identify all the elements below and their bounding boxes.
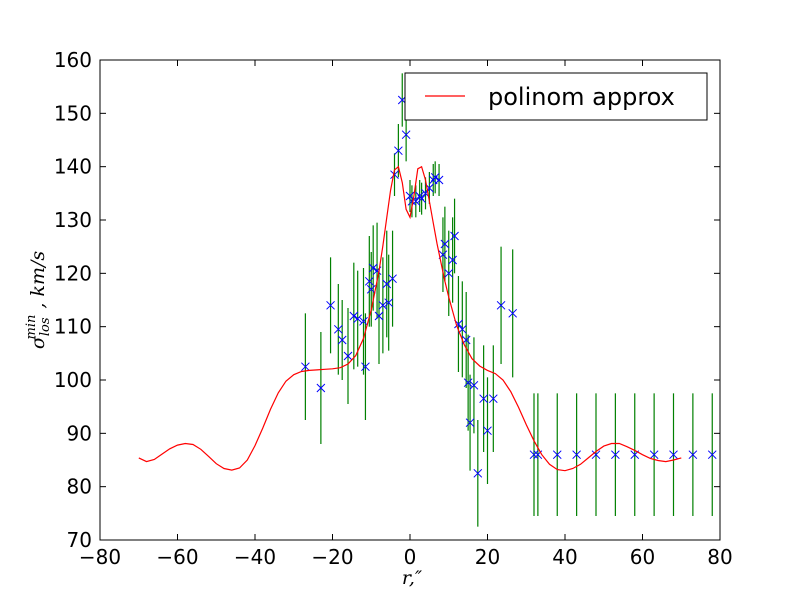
y-tick-label-8: 150 <box>54 101 92 125</box>
x-tick-label-3: −20 <box>311 545 353 569</box>
legend: polinom approx <box>405 73 707 120</box>
y-axis-label-sup: min <box>24 315 39 340</box>
x-tick-label-6: 40 <box>552 545 577 569</box>
x-tick-label-4: 0 <box>404 545 417 569</box>
y-tick-label-1: 80 <box>67 475 92 499</box>
legend-entry-label: polinom approx <box>488 83 675 111</box>
y-axis-label-sub: los <box>38 317 53 336</box>
x-tick-label-8: 80 <box>707 545 732 569</box>
y-axis-label: σlosmin, km/s <box>24 251 53 350</box>
x-tick-label-1: −60 <box>156 545 198 569</box>
x-tick-label-7: 60 <box>630 545 655 569</box>
fit-line <box>139 167 682 471</box>
y-tick-label-9: 160 <box>54 48 92 72</box>
y-tick-label-3: 100 <box>54 368 92 392</box>
y-tick-label-7: 140 <box>54 155 92 179</box>
y-tick-label-4: 110 <box>54 315 92 339</box>
x-axis-label: r,″ <box>402 567 422 589</box>
axes-group: −80 −60 −40 −20 0 20 40 60 807080901001101201301… <box>54 48 733 569</box>
x-axis-label-rest: ″ <box>415 567 422 589</box>
y-tick-label-5: 120 <box>54 261 92 285</box>
y-tick-label-0: 70 <box>67 528 92 552</box>
y-axis-label-rest: , km/s <box>27 251 49 309</box>
y-tick-label-6: 130 <box>54 208 92 232</box>
y-tick-label-2: 90 <box>67 421 92 445</box>
x-tick-label-5: 20 <box>475 545 500 569</box>
plot-frame <box>100 60 720 540</box>
x-tick-label-2: −40 <box>234 545 276 569</box>
x-axis-label-main: r, <box>402 567 415 589</box>
